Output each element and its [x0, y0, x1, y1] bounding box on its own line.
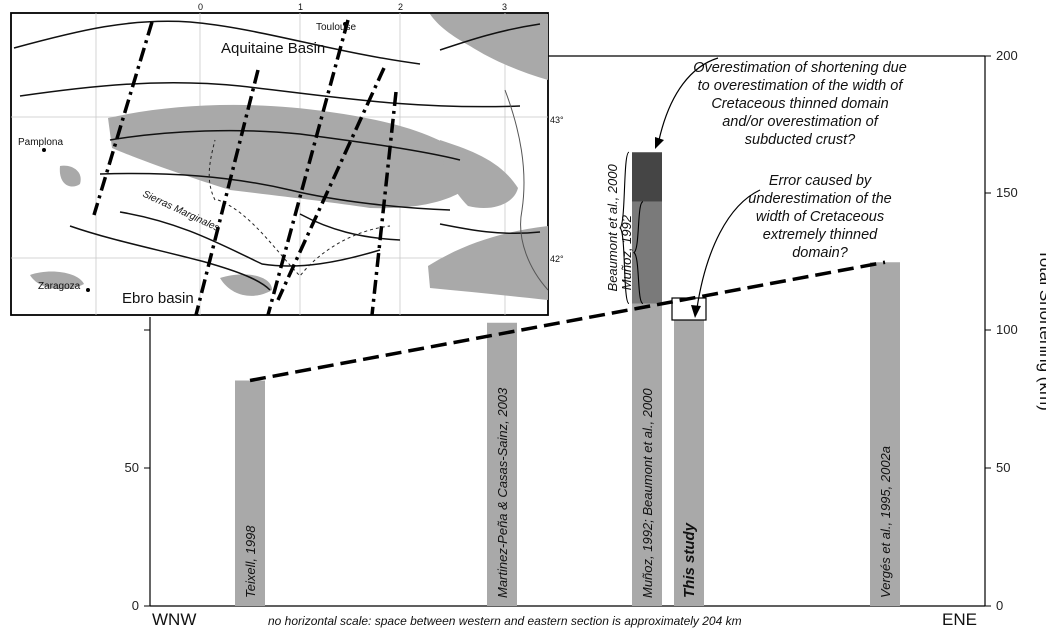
annotation-underestimation-line-4: extremely thinned — [763, 227, 878, 243]
fault-5 — [119, 211, 381, 267]
bar-3 — [632, 303, 662, 606]
bar-label-1: Teixell, 1998 — [243, 525, 258, 598]
bar-label-2: Martinez-Peña & Casas-Sainz, 2003 — [495, 387, 510, 598]
y-axis-title: Total Shortening (km) — [1036, 249, 1046, 411]
bar-label-4: This study — [681, 522, 698, 598]
outcrop-south — [220, 274, 272, 296]
right-tick-label-200: 200 — [996, 48, 1018, 63]
lat-43-label: 43° — [550, 115, 564, 125]
brackets-layer: Beaumont et al., 2000 Muñoz, 1992 — [605, 151, 644, 305]
toulouse-marker — [343, 22, 347, 26]
bar-1 — [235, 380, 265, 606]
lon-2-label: 2 — [398, 2, 403, 12]
annotation-overestimation-line-2: to overestimation of the width of — [698, 78, 905, 94]
lon-3-label: 3 — [502, 2, 507, 12]
annotation-overestimation-line-1: Overestimation of shortening due — [693, 60, 907, 76]
wnw-label: WNW — [152, 610, 196, 629]
fault-1 — [13, 20, 421, 65]
right-tick-label-0: 0 — [996, 598, 1003, 613]
zaragoza-marker — [86, 288, 90, 292]
bar-2 — [487, 322, 517, 606]
aquitaine-basin-label: Aquitaine Basin — [221, 40, 325, 57]
trend-layer — [249, 260, 886, 383]
fault-8 — [439, 223, 541, 235]
annotation-underestimation-arrowhead — [691, 305, 701, 318]
section-traces — [92, 19, 398, 315]
map-dotted-boundary — [217, 199, 391, 277]
outcrop-zaragoza — [30, 271, 84, 290]
annotation-overestimation-line-5: subducted crust? — [745, 132, 856, 148]
bracket-label-1: Beaumont et al., 2000 — [605, 164, 620, 292]
trend-line — [249, 260, 886, 383]
section-trace-3 — [266, 19, 350, 315]
annotation-underestimation-line-2: underestimation of the — [748, 191, 891, 207]
section-trace-5 — [370, 91, 398, 315]
coastline — [504, 89, 548, 291]
bar-label-5: Vergés et al., 1995, 2002a — [878, 446, 893, 598]
left-tick-label-50: 50 — [125, 460, 139, 475]
fault-6 — [69, 225, 271, 291]
annotation-underestimation-line-5: domain? — [792, 245, 849, 261]
right-tick-label-50: 50 — [996, 460, 1010, 475]
toulouse-label: Toulouse — [316, 22, 356, 33]
fault-3 — [109, 129, 461, 161]
annotation-overestimation: Overestimation of shortening due to over… — [655, 57, 907, 149]
annotation-underestimation: Error caused by underestimation of the w… — [691, 173, 892, 318]
bar-segment-1 — [632, 201, 662, 304]
lon-1-label: 1 — [298, 2, 303, 12]
pamplona-marker — [42, 148, 46, 152]
bar-5 — [870, 262, 900, 606]
outcrop-southeast — [428, 226, 548, 300]
outcrop-west — [59, 165, 81, 187]
this-study-error-box — [671, 297, 707, 321]
bracket-2 — [633, 201, 644, 305]
ene-label: ENE — [942, 610, 977, 629]
bars-layer: Teixell, 1998 Martinez-Peña & Casas-Sainz… — [235, 152, 900, 606]
annotation-overestimation-line-3: Cretaceous thinned domain — [711, 96, 888, 112]
outcrop-northeast — [430, 14, 548, 80]
map-faults — [13, 20, 548, 291]
inset-map: Aquitaine Basin Toulouse Pamplona Zarago… — [10, 2, 564, 316]
left-tick-label-0: 0 — [132, 598, 139, 613]
bracket-1 — [619, 151, 630, 305]
bar-segment-2 — [632, 152, 662, 202]
right-tick-label-100: 100 — [996, 322, 1018, 337]
annotation-overestimation-line-4: and/or overestimation of — [722, 114, 880, 130]
map-dotted-boundary-2 — [208, 139, 216, 201]
chart-frame — [149, 55, 986, 607]
ebro-basin-label: Ebro basin — [122, 290, 194, 307]
section-trace-1 — [92, 21, 154, 216]
left-ticks: 0 50 — [125, 329, 150, 613]
lat-42-label: 42° — [550, 254, 564, 264]
section-trace-2 — [194, 69, 260, 315]
right-ticks: 0 50 100 150 200 — [985, 48, 1018, 613]
axial-zone-east — [440, 140, 518, 208]
fault-7 — [299, 213, 401, 241]
zaragoza-label: Zaragoza — [38, 281, 81, 292]
annotation-underestimation-line-1: Error caused by — [769, 173, 872, 189]
annotation-underestimation-line-3: width of Cretaceous — [756, 209, 884, 225]
annotation-overestimation-arrowhead — [655, 137, 664, 149]
right-tick-label-150: 150 — [996, 185, 1018, 200]
lon-0-label: 0 — [198, 2, 203, 12]
annotation-overestimation-arrow — [658, 57, 719, 141]
fault-2 — [19, 81, 521, 108]
fault-9 — [439, 23, 541, 51]
annotation-underestimation-arrow — [696, 189, 761, 309]
fault-4 — [99, 172, 451, 211]
bar-4 — [674, 320, 704, 606]
bar-label-3: Muñoz, 1992; Beaumont et al., 2000 — [640, 388, 655, 598]
section-trace-4 — [276, 67, 386, 301]
horizontal-scale-note: no horizontal scale: space between weste… — [268, 614, 742, 628]
pamplona-label: Pamplona — [18, 137, 63, 148]
bracket-label-2: Muñoz, 1992 — [619, 214, 634, 290]
